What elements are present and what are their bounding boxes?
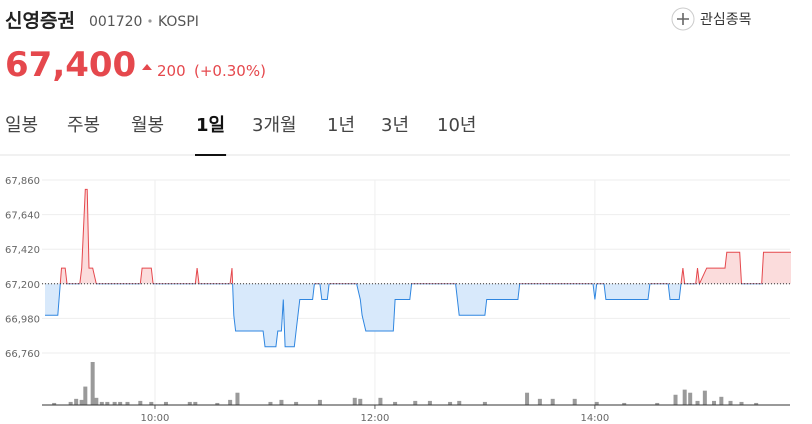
tab[interactable]: 1일: [196, 115, 225, 136]
y-tick-label: 67,860: [5, 176, 40, 187]
volume-bar: [193, 401, 198, 405]
separator-dot: [148, 19, 152, 23]
volume-bar: [317, 399, 322, 405]
stock-name: 신영증권: [5, 10, 75, 32]
volume-bar: [739, 401, 744, 405]
volume-bar: [688, 392, 693, 405]
volume-bar: [695, 400, 700, 405]
change-pct: (+0.30%): [194, 62, 266, 80]
volume-bar: [187, 401, 192, 405]
volume-bar: [728, 400, 733, 405]
volume-bar: [94, 397, 99, 405]
volume-bar: [378, 397, 383, 405]
volume-bar: [594, 401, 599, 405]
tab[interactable]: 일봉: [5, 115, 38, 136]
volume-bar: [393, 401, 398, 405]
volume-bar: [550, 398, 555, 405]
tab[interactable]: 10년: [437, 115, 476, 136]
volume-bar: [358, 398, 363, 405]
market: KOSPI: [158, 14, 199, 30]
volume-bar: [118, 401, 123, 405]
y-tick-label: 66,980: [5, 314, 40, 325]
stock-code: 001720: [89, 14, 142, 30]
volume-bar: [622, 402, 627, 405]
volume-bar: [702, 390, 707, 405]
volume-bar: [90, 362, 95, 405]
tabs: 일봉 주봉 월봉 1일 3개월 1년 3년 10년: [5, 115, 476, 156]
price-line: [45, 283, 763, 348]
volume-bar: [482, 401, 487, 405]
volume-bar: [413, 400, 418, 405]
volume-bar: [125, 401, 130, 405]
volume-bar: [105, 401, 110, 405]
volume-bar: [279, 399, 284, 405]
x-tick-label: 14:00: [580, 413, 609, 424]
price-line: [59, 188, 791, 284]
volume-bar: [149, 401, 154, 405]
volume-bar: [572, 398, 577, 405]
price-area: [45, 283, 791, 347]
volume-bar: [268, 401, 273, 405]
volume-bar: [427, 400, 432, 405]
volume-bar: [448, 401, 453, 405]
y-tick-label: 67,200: [5, 280, 40, 291]
volume-bar: [163, 401, 168, 405]
volume-bar: [74, 398, 79, 405]
volume-bar: [138, 400, 143, 405]
volume-bar: [215, 402, 220, 405]
volume-bar: [228, 399, 233, 405]
y-tick-label: 67,640: [5, 211, 40, 222]
up-arrow: [142, 64, 152, 70]
watch-label[interactable]: 관심종목: [700, 12, 752, 28]
y-tick-label: 66,760: [5, 349, 40, 360]
volume-bar: [457, 400, 462, 405]
tab[interactable]: 월봉: [131, 115, 164, 136]
volume-bar: [294, 401, 299, 405]
volume-bar: [525, 392, 530, 405]
volume-bar: [235, 392, 240, 405]
change: 200: [157, 62, 186, 80]
plus-icon: [677, 13, 689, 25]
volume-bar: [83, 386, 88, 405]
volume-bar: [719, 396, 724, 405]
volume-bar: [754, 402, 759, 405]
price: 67,400: [5, 45, 136, 85]
tab[interactable]: 3년: [381, 115, 409, 136]
tab[interactable]: 3개월: [252, 115, 297, 136]
y-tick-label: 67,420: [5, 245, 40, 256]
watch-button[interactable]: 관심종목: [671, 7, 752, 31]
volume-bar: [673, 394, 678, 405]
chart: 66,760 66,980 67,200 67,420 67,640 67,860 10:0…: [5, 176, 791, 424]
volume-bar: [52, 402, 57, 405]
tab[interactable]: 1년: [327, 115, 355, 136]
x-tick-label: 10:00: [141, 413, 170, 424]
volume-bar: [79, 399, 84, 405]
volume-bar: [112, 401, 117, 405]
volume-bar: [68, 401, 73, 405]
x-tick-label: 12:00: [361, 413, 390, 424]
tab[interactable]: 주봉: [67, 115, 100, 136]
volume-bar: [99, 401, 104, 405]
volume-bar: [712, 400, 717, 405]
volume-bar: [537, 398, 542, 405]
volume-bar: [352, 397, 357, 405]
price-area: [60, 189, 791, 284]
volume-bar: [655, 402, 660, 405]
volume-bar: [682, 389, 687, 405]
